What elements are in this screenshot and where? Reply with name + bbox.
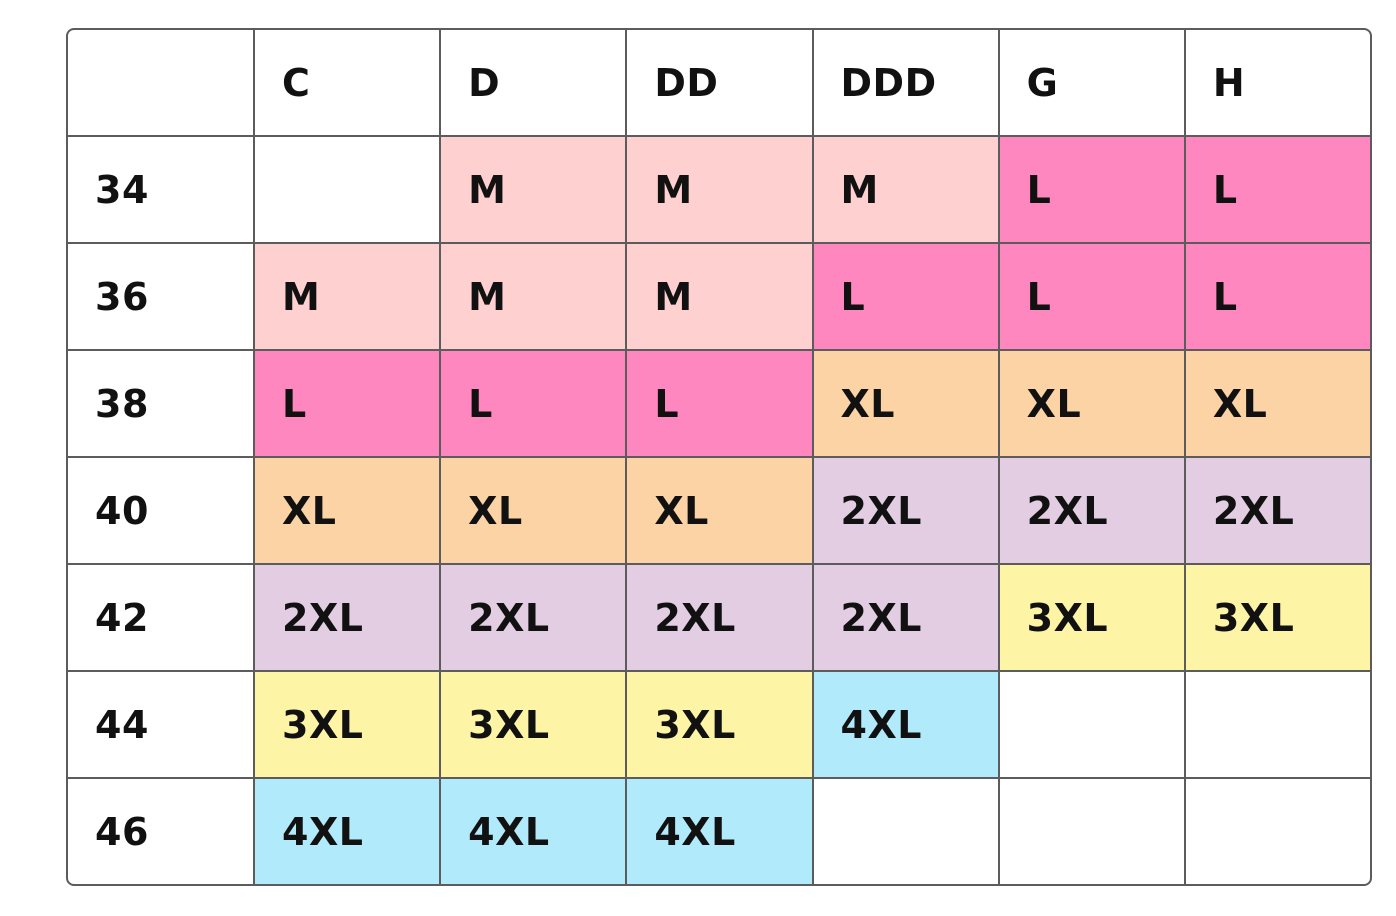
size-cell: L xyxy=(999,244,1184,349)
size-cell: 2XL xyxy=(627,565,812,670)
size-cell: 3XL xyxy=(255,672,440,777)
size-cell: 3XL xyxy=(1185,565,1370,670)
empty-cell xyxy=(813,779,998,884)
empty-cell xyxy=(999,672,1184,777)
empty-cell xyxy=(1185,779,1370,884)
size-cell: 4XL xyxy=(255,779,440,884)
size-cell: 2XL xyxy=(813,458,998,563)
size-cell: M xyxy=(255,244,440,349)
band-label: 34 xyxy=(68,137,253,242)
size-cell: 2XL xyxy=(1185,458,1370,563)
size-cell: 3XL xyxy=(627,672,812,777)
band-label: 38 xyxy=(68,351,253,456)
size-cell: XL xyxy=(441,458,626,563)
size-table: C D DD DDD G H 34 M M M L L 36 M M M L L L 38 L L L XL XL XL 40 XL X… xyxy=(66,28,1372,886)
cup-header: H xyxy=(1185,30,1370,135)
size-cell: 2XL xyxy=(999,458,1184,563)
cup-header: D xyxy=(441,30,626,135)
cup-header: C xyxy=(255,30,440,135)
band-label: 42 xyxy=(68,565,253,670)
size-cell: 3XL xyxy=(999,565,1184,670)
band-label: 36 xyxy=(68,244,253,349)
size-cell: L xyxy=(255,351,440,456)
size-cell: 4XL xyxy=(627,779,812,884)
size-cell: XL xyxy=(813,351,998,456)
size-cell: XL xyxy=(1185,351,1370,456)
size-cell: M xyxy=(441,244,626,349)
size-cell: 3XL xyxy=(441,672,626,777)
band-label: 44 xyxy=(68,672,253,777)
size-cell: 2XL xyxy=(813,565,998,670)
size-cell: 2XL xyxy=(255,565,440,670)
cup-header: DD xyxy=(627,30,812,135)
size-cell: L xyxy=(1185,244,1370,349)
cup-header: G xyxy=(999,30,1184,135)
band-label: 46 xyxy=(68,779,253,884)
size-cell: 2XL xyxy=(441,565,626,670)
size-cell: XL xyxy=(255,458,440,563)
size-cell: 4XL xyxy=(441,779,626,884)
corner-cell xyxy=(68,30,253,135)
size-cell: L xyxy=(999,137,1184,242)
size-cell: XL xyxy=(999,351,1184,456)
size-cell: L xyxy=(1185,137,1370,242)
size-cell: XL xyxy=(627,458,812,563)
size-cell: L xyxy=(813,244,998,349)
size-cell: L xyxy=(627,351,812,456)
empty-cell xyxy=(1185,672,1370,777)
cup-header: DDD xyxy=(813,30,998,135)
size-cell: 4XL xyxy=(813,672,998,777)
size-cell: M xyxy=(627,244,812,349)
band-label: 40 xyxy=(68,458,253,563)
size-cell: M xyxy=(441,137,626,242)
empty-cell xyxy=(255,137,440,242)
empty-cell xyxy=(999,779,1184,884)
size-cell: L xyxy=(441,351,626,456)
size-cell: M xyxy=(627,137,812,242)
size-cell: M xyxy=(813,137,998,242)
